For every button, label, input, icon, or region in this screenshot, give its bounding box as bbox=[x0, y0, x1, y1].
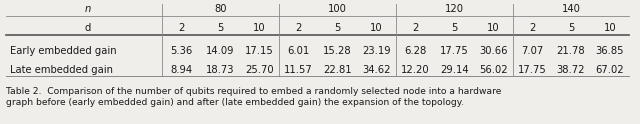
Text: 6.28: 6.28 bbox=[404, 46, 426, 56]
Text: 17.75: 17.75 bbox=[440, 46, 468, 56]
Text: 140: 140 bbox=[561, 4, 580, 14]
Text: 29.14: 29.14 bbox=[440, 65, 468, 75]
Text: 17.75: 17.75 bbox=[518, 65, 547, 75]
Text: 10: 10 bbox=[604, 23, 616, 33]
Text: 80: 80 bbox=[214, 4, 227, 14]
Text: 10: 10 bbox=[253, 23, 266, 33]
Text: Late embedded gain: Late embedded gain bbox=[10, 65, 113, 75]
Text: 7.07: 7.07 bbox=[521, 46, 543, 56]
Text: 5: 5 bbox=[218, 23, 224, 33]
Text: 22.81: 22.81 bbox=[323, 65, 351, 75]
Text: 2: 2 bbox=[529, 23, 535, 33]
Text: 36.85: 36.85 bbox=[596, 46, 624, 56]
Text: 5: 5 bbox=[334, 23, 340, 33]
Text: 10: 10 bbox=[370, 23, 383, 33]
Text: 34.62: 34.62 bbox=[362, 65, 390, 75]
Text: 67.02: 67.02 bbox=[596, 65, 624, 75]
Text: 5: 5 bbox=[568, 23, 574, 33]
Text: 38.72: 38.72 bbox=[557, 65, 585, 75]
Text: 18.73: 18.73 bbox=[206, 65, 235, 75]
Text: 2: 2 bbox=[179, 23, 185, 33]
Text: 10: 10 bbox=[487, 23, 499, 33]
Text: 8.94: 8.94 bbox=[170, 65, 193, 75]
Text: 11.57: 11.57 bbox=[284, 65, 313, 75]
Text: Early embedded gain: Early embedded gain bbox=[10, 46, 116, 56]
Text: 56.02: 56.02 bbox=[479, 65, 508, 75]
Text: 2: 2 bbox=[295, 23, 301, 33]
Text: 17.15: 17.15 bbox=[245, 46, 274, 56]
Text: 12.20: 12.20 bbox=[401, 65, 429, 75]
Text: 6.01: 6.01 bbox=[287, 46, 310, 56]
Text: 5.36: 5.36 bbox=[170, 46, 193, 56]
Text: d: d bbox=[84, 23, 91, 33]
Text: 14.09: 14.09 bbox=[206, 46, 235, 56]
Text: 2: 2 bbox=[412, 23, 419, 33]
Text: 100: 100 bbox=[328, 4, 347, 14]
Text: 5: 5 bbox=[451, 23, 458, 33]
Text: 30.66: 30.66 bbox=[479, 46, 508, 56]
Text: 15.28: 15.28 bbox=[323, 46, 351, 56]
Text: 25.70: 25.70 bbox=[245, 65, 274, 75]
Text: n: n bbox=[84, 4, 91, 14]
Text: 21.78: 21.78 bbox=[557, 46, 585, 56]
Text: 120: 120 bbox=[445, 4, 463, 14]
Text: 23.19: 23.19 bbox=[362, 46, 390, 56]
Text: Table 2.  Comparison of the number of qubits required to embed a randomly select: Table 2. Comparison of the number of qub… bbox=[6, 87, 502, 107]
